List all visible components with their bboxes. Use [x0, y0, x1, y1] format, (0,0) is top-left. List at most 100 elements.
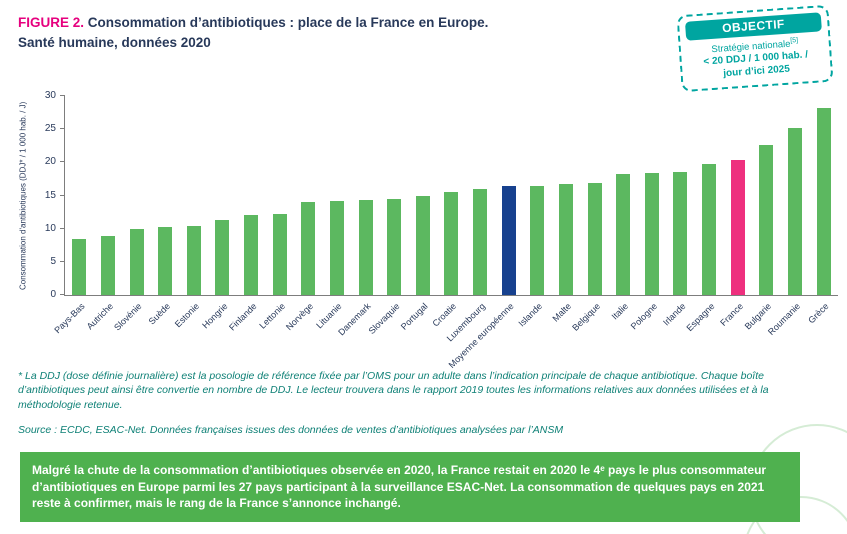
bars-container: Pays-Bas Autriche Slovénie Suède Estonie Hong… — [52, 96, 838, 370]
bar-slot-italie: Italie — [609, 96, 638, 322]
bar-slot-croatie: Croatie — [431, 96, 466, 329]
y-tick-20: 20 — [45, 156, 65, 167]
y-axis-title: Consommation d'antibiotiques (DDJ* / 1 0… — [18, 101, 28, 291]
bar-slot-france: France — [718, 96, 752, 328]
bar-slot-islande: Islande — [517, 96, 552, 329]
x-axis-label-grece: Grèce — [806, 301, 831, 326]
bar-suede — [158, 226, 173, 295]
footnote-text: * La DDJ (dose définie journalière) est … — [18, 370, 769, 411]
x-axis-label-italie: Italie — [609, 301, 631, 322]
y-tick-label: 10 — [44, 222, 56, 234]
figure-label: FIGURE 2. — [18, 15, 85, 30]
bar-slot-luxembourg: Luxembourg — [445, 96, 495, 343]
key-message-box: Malgré la chute de la consommation d’ant… — [20, 452, 800, 522]
x-axis-label-belgique: Belgique — [569, 301, 602, 333]
y-tick-label: 20 — [44, 156, 56, 168]
x-axis-label-malte: Malte — [550, 301, 574, 324]
figure-title-text: Consommation d’antibiotiques : place de … — [84, 15, 489, 30]
bar-hongrie — [215, 220, 230, 295]
bar-norvege — [301, 202, 316, 295]
bar-slot-moyenne-europeenne: Moyenne européenne — [447, 96, 523, 370]
bar-slot-danemark: Danemark — [336, 96, 380, 337]
x-axis-label-croatie: Croatie — [430, 301, 459, 329]
bar-autriche — [100, 235, 115, 295]
y-tick-label: 15 — [44, 189, 56, 201]
bar-slot-suede: Suède — [147, 96, 180, 326]
objective-badge: OBJECTIF Stratégie nationale[5] < 20 DDJ… — [676, 4, 834, 93]
bar-lituanie — [329, 201, 344, 295]
y-tick-30: 30 — [45, 90, 65, 101]
bar-irlande — [673, 171, 688, 295]
bar-portugal — [415, 195, 430, 295]
x-axis-label-estonie: Estonie — [172, 301, 201, 330]
bar-finlande — [244, 215, 259, 295]
bar-slot-pays-bas: Pays-Bas — [52, 96, 94, 335]
bar-slovenie — [129, 228, 144, 295]
figure-subtitle: Santé humaine, données 2020 — [18, 35, 211, 51]
x-axis-label-suede: Suède — [146, 301, 173, 327]
bar-slot-estonie: Estonie — [173, 96, 209, 329]
bar-slot-bulgarie: Bulgarie — [743, 96, 781, 331]
y-tick-10: 10 — [45, 223, 65, 234]
y-tick-label: 0 — [50, 289, 56, 300]
bar-lettonie — [272, 214, 287, 295]
bar-slot-portugal: Portugal — [399, 96, 438, 332]
bar-slot-norvege: Norvège — [284, 96, 323, 332]
y-tick-5: 5 — [50, 256, 65, 267]
y-tick-label: 5 — [50, 255, 56, 267]
x-axis-label-finlande: Finlande — [226, 301, 259, 333]
bar-italie — [616, 173, 631, 295]
bar-slot-espagne: Espagne — [684, 96, 724, 333]
bar-danemark — [358, 200, 373, 295]
x-axis-label-portugal: Portugal — [399, 301, 430, 332]
x-axis-label-slovenie: Slovénie — [112, 301, 144, 333]
source-line: Source : ECDC, ESAC-Net. Données françai… — [18, 424, 564, 436]
bar-pologne — [644, 172, 659, 295]
figure-title-line: FIGURE 2. Consommation d’antibiotiques :… — [18, 13, 658, 33]
x-axis-label-islande: Islande — [516, 301, 545, 329]
bar-estonie — [186, 226, 201, 295]
bar-slot-grece: Grèce — [806, 96, 838, 325]
bar-slovaquie — [387, 198, 402, 295]
bar-espagne — [702, 163, 717, 295]
bar-slot-finlande: Finlande — [227, 96, 266, 332]
bar-slot-slovaquie: Slovaquie — [366, 96, 409, 336]
figure-header: FIGURE 2. Consommation d’antibiotiques :… — [18, 13, 658, 54]
bar-slot-slovenie: Slovénie — [112, 96, 151, 332]
bar-slot-lituanie: Lituanie — [315, 96, 352, 330]
bar-slot-pologne: Pologne — [628, 96, 667, 331]
bar-slot-hongrie: Hongrie — [200, 96, 237, 330]
x-axis-label-autriche: Autriche — [84, 301, 116, 332]
y-tick-25: 25 — [45, 123, 65, 134]
bar-slot-malte: Malte — [550, 96, 581, 324]
y-tick-0: 0 — [50, 289, 65, 300]
bar-belgique — [587, 182, 602, 295]
bar-slot-belgique: Belgique — [570, 96, 609, 333]
x-axis-label-pays-bas: Pays-Bas — [52, 301, 87, 336]
x-axis-label-france: France — [717, 301, 745, 328]
bar-bulgarie — [759, 145, 774, 295]
bar-france — [730, 159, 745, 295]
bar-pays-bas — [72, 238, 87, 295]
bar-islande — [530, 185, 545, 295]
y-tick-label: 25 — [44, 123, 56, 135]
x-axis-label-irlande: Irlande — [660, 301, 688, 328]
bar-luxembourg — [473, 188, 488, 295]
bar-malte — [558, 184, 573, 295]
bar-slot-roumanie: Roumanie — [766, 96, 810, 337]
bar-slot-irlande: Irlande — [661, 96, 695, 328]
y-tick-label: 30 — [44, 90, 56, 101]
objective-badge-reference: [5] — [790, 36, 799, 45]
x-axis-label-hongrie: Hongrie — [200, 301, 230, 331]
x-axis-label-espagne: Espagne — [683, 301, 717, 334]
x-axis-label-pologne: Pologne — [628, 301, 659, 332]
bar-croatie — [444, 192, 459, 295]
bar-roumanie — [787, 127, 802, 295]
x-axis-label-norvege: Norvège — [284, 301, 316, 333]
bar-grece — [816, 107, 831, 295]
bar-moyenne-europeenne — [501, 186, 516, 295]
x-axis-label-lettonie: Lettonie — [257, 301, 287, 331]
bar-chart: Pays-Bas Autriche Slovénie Suède Estonie Hong… — [45, 90, 838, 370]
bar-slot-autriche: Autriche — [85, 96, 123, 331]
